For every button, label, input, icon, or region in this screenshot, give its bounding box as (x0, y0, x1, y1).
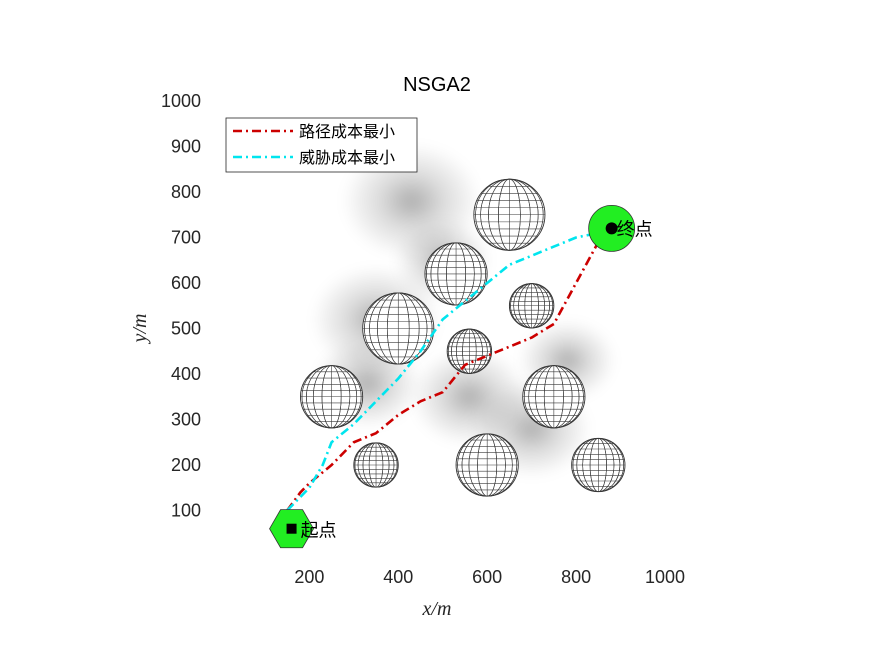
threat-sphere (300, 365, 364, 429)
y-tick-label: 700 (171, 228, 201, 248)
end-point (605, 222, 618, 235)
chart-title: NSGA2 (403, 74, 471, 96)
series-line-1 (286, 229, 613, 512)
legend-label-series-2: 威胁成本最小 (299, 148, 395, 167)
legend-box (225, 117, 418, 173)
x-tick-label: 200 (294, 567, 324, 587)
x-tick-label: 400 (383, 567, 413, 587)
threat-sphere (473, 178, 546, 251)
y-tick-label: 900 (171, 137, 201, 157)
start-label: 起点 (301, 521, 337, 542)
threat-sphere (508, 283, 555, 329)
threat-sphere (455, 433, 519, 497)
series-line-2 (286, 229, 612, 512)
y-tick-label: 1000 (161, 91, 201, 111)
threat-sphere (446, 328, 493, 374)
y-tick-label: 100 (171, 501, 201, 521)
path-lines (286, 229, 613, 512)
threat-sphere (571, 437, 626, 493)
endpoint-markers: 起点 终点 (269, 204, 653, 549)
y-tick-label: 300 (171, 410, 201, 430)
threat-sphere (362, 292, 435, 365)
start-point (286, 523, 297, 534)
y-tick-label: 400 (171, 364, 201, 384)
x-tick-label: 1000 (645, 567, 685, 587)
y-tick-label: 500 (171, 319, 201, 339)
y-tick-labels: 100 200 300 400 500 600 700 800 900 1000 (161, 91, 201, 521)
threat-terrain-shading (312, 143, 616, 478)
end-label: 终点 (617, 219, 653, 240)
x-tick-label: 600 (472, 567, 502, 587)
legend: 路径成本最小 威胁成本最小 (225, 117, 418, 173)
threat-sphere (353, 442, 399, 488)
threat-sphere (424, 242, 488, 306)
y-tick-label: 800 (171, 182, 201, 202)
legend-label-series-1: 路径成本最小 (299, 122, 395, 141)
y-tick-label: 200 (171, 455, 201, 475)
x-tick-label: 800 (561, 567, 591, 587)
y-axis-label: y/m (129, 314, 151, 345)
y-tick-label: 600 (171, 273, 201, 293)
x-axis-label: x/m (422, 598, 452, 620)
threat-sphere (522, 365, 586, 429)
x-tick-labels: 200 400 600 800 1000 (294, 567, 685, 587)
threat-spheres (300, 178, 626, 497)
